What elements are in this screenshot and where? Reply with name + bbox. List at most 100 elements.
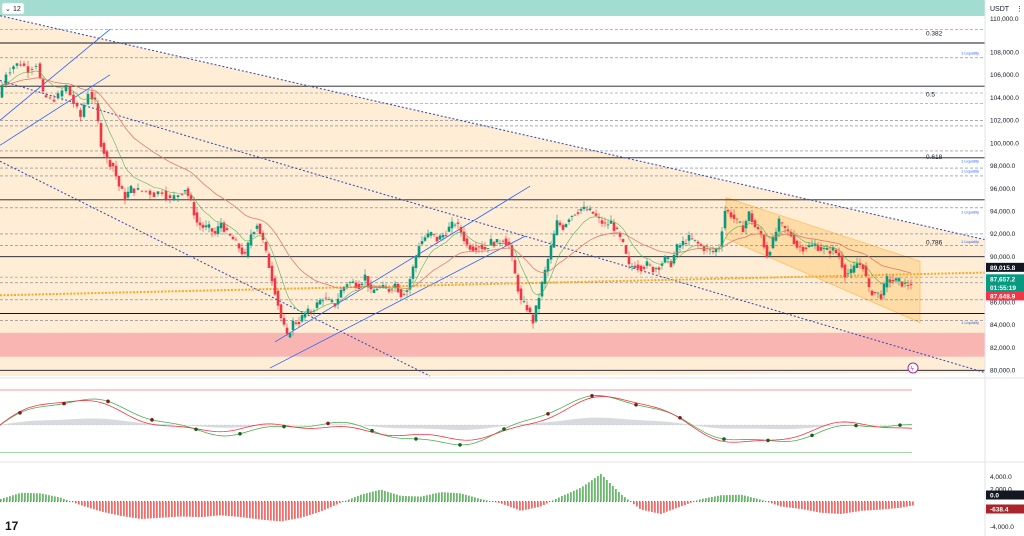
candle[interactable] <box>630 265 634 267</box>
candle[interactable] <box>204 225 208 228</box>
candle[interactable] <box>44 95 48 98</box>
candle[interactable] <box>96 103 100 122</box>
candle[interactable] <box>891 279 895 282</box>
candle[interactable] <box>588 208 592 211</box>
candle[interactable] <box>543 269 547 284</box>
candle[interactable] <box>234 239 238 241</box>
candle[interactable] <box>297 322 301 325</box>
candle[interactable] <box>201 224 205 228</box>
candle[interactable] <box>213 231 217 234</box>
candle[interactable] <box>192 202 196 216</box>
candle[interactable] <box>747 211 751 221</box>
candle[interactable] <box>375 288 379 291</box>
candle[interactable] <box>645 261 649 266</box>
candle[interactable] <box>180 194 184 195</box>
candle[interactable] <box>456 222 460 224</box>
candle[interactable] <box>402 294 406 295</box>
cross-marker[interactable] <box>678 415 682 420</box>
candle[interactable] <box>786 229 790 231</box>
candle[interactable] <box>555 220 559 236</box>
candle[interactable] <box>594 213 598 216</box>
candle[interactable] <box>903 282 907 284</box>
candle[interactable] <box>360 283 364 286</box>
tradingview-logo[interactable]: 17 <box>5 519 19 533</box>
candle[interactable] <box>465 238 469 245</box>
candle[interactable] <box>243 252 247 254</box>
candle[interactable] <box>86 93 90 105</box>
candle[interactable] <box>558 222 562 226</box>
candle[interactable] <box>654 268 658 270</box>
candle[interactable] <box>813 244 817 246</box>
candle[interactable] <box>843 264 847 278</box>
candle[interactable] <box>600 220 604 224</box>
candle[interactable] <box>840 255 844 268</box>
candle[interactable] <box>438 235 442 240</box>
candle[interactable] <box>309 312 313 314</box>
candle[interactable] <box>148 190 152 195</box>
candle[interactable] <box>255 225 259 229</box>
candle[interactable] <box>783 225 787 229</box>
candle[interactable] <box>798 246 802 248</box>
candle[interactable] <box>225 228 229 231</box>
cross-marker[interactable] <box>106 399 110 404</box>
candle[interactable] <box>672 254 676 264</box>
candle[interactable] <box>156 191 160 195</box>
candle[interactable] <box>669 261 673 267</box>
candle[interactable] <box>873 291 877 293</box>
candle[interactable] <box>447 226 451 232</box>
candle[interactable] <box>321 300 325 302</box>
candle[interactable] <box>267 253 271 268</box>
candle[interactable] <box>741 225 745 233</box>
candle[interactable] <box>79 110 82 117</box>
candle[interactable] <box>738 221 742 223</box>
candle[interactable] <box>660 263 664 266</box>
candle[interactable] <box>222 222 226 232</box>
candle[interactable] <box>288 333 292 338</box>
candle[interactable] <box>300 315 304 322</box>
cross-marker[interactable] <box>502 427 506 431</box>
candle[interactable] <box>423 237 427 241</box>
candle[interactable] <box>684 243 688 244</box>
candle[interactable] <box>690 238 694 240</box>
candle[interactable] <box>136 188 140 190</box>
candle[interactable] <box>693 239 697 241</box>
candle[interactable] <box>414 256 418 269</box>
candle[interactable] <box>531 314 535 324</box>
candle[interactable] <box>867 278 871 288</box>
candle[interactable] <box>537 297 541 309</box>
candle[interactable] <box>750 213 754 222</box>
cross-marker[interactable] <box>634 402 638 407</box>
candle[interactable] <box>723 210 727 229</box>
candle[interactable] <box>435 236 439 242</box>
cross-marker[interactable] <box>546 411 550 416</box>
candle[interactable] <box>90 91 94 100</box>
candle[interactable] <box>105 151 109 159</box>
candle[interactable] <box>273 278 277 295</box>
candle[interactable] <box>462 231 466 242</box>
candle[interactable] <box>708 249 712 251</box>
candle[interactable] <box>732 214 736 219</box>
oscillator-pane[interactable]: 80.040.00.0-40.0 <box>0 382 1005 453</box>
trend-line[interactable] <box>274 185 531 343</box>
candle[interactable] <box>579 208 583 211</box>
candle[interactable] <box>354 282 358 288</box>
candle[interactable] <box>120 186 124 189</box>
candle[interactable] <box>483 247 487 250</box>
candle[interactable] <box>420 241 424 245</box>
candle[interactable] <box>231 236 235 240</box>
candle[interactable] <box>34 65 38 67</box>
candle[interactable] <box>198 222 202 226</box>
candle[interactable] <box>663 255 667 263</box>
cross-marker[interactable] <box>282 424 286 429</box>
momentum-pane[interactable]: 4,000.0 2,000.0 -4,000.0 0.0 -638.4 <box>0 474 1024 531</box>
candle[interactable] <box>642 266 646 269</box>
candle[interactable] <box>152 192 156 198</box>
trend-line[interactable] <box>0 79 986 374</box>
candle[interactable] <box>546 259 550 272</box>
candle[interactable] <box>99 123 103 147</box>
candle[interactable] <box>26 66 30 73</box>
candle[interactable] <box>279 304 283 319</box>
candle[interactable] <box>160 192 164 194</box>
cross-marker[interactable] <box>370 428 374 433</box>
candle[interactable] <box>240 247 244 255</box>
